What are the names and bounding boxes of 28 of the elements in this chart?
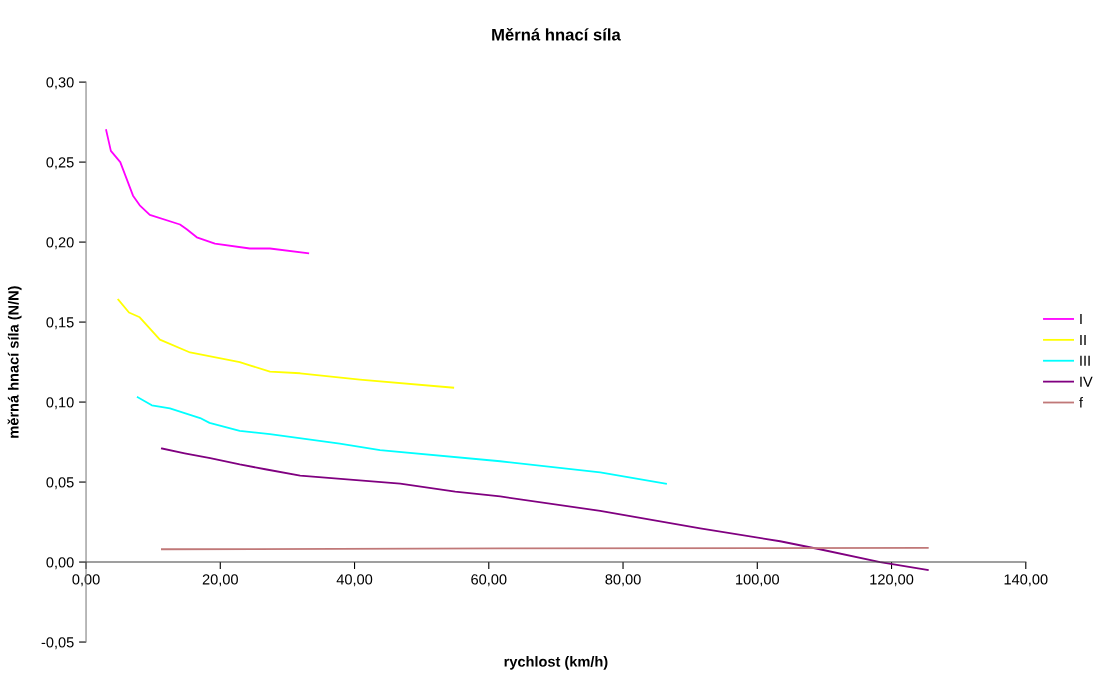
y-tick-label: 0,20 (46, 237, 74, 250)
y-tick-label: -0,05 (41, 637, 74, 650)
y-tick-label: 0,30 (46, 77, 74, 90)
line-series (117, 298, 455, 389)
x-tick-label: 100,00 (736, 574, 780, 587)
legend-label: f (1079, 397, 1084, 408)
legend-label: II (1080, 334, 1086, 345)
x-tick-label: 120,00 (870, 574, 914, 587)
y-tick-label: 0,05 (46, 477, 74, 490)
line-series (136, 396, 667, 485)
x-axis-title: rychlost (km/h) (504, 656, 608, 670)
legend-label: I (1080, 314, 1082, 325)
y-tick-label: 0,25 (46, 157, 74, 170)
x-tick-label: 80,00 (605, 574, 641, 587)
x-tick-label: 140,00 (1004, 574, 1048, 587)
legend-label: IV (1080, 376, 1093, 387)
y-axis-title: měrná hnací síla (N/N) (7, 286, 22, 438)
x-tick-label: 60,00 (471, 574, 507, 587)
line-series (160, 447, 929, 571)
y-tick-label: 0,00 (46, 557, 74, 570)
chart-title: Měrná hnací síla (492, 28, 621, 41)
y-tick-label: 0,10 (46, 397, 74, 410)
legend-label: III (1080, 355, 1090, 366)
x-tick-label: 0,00 (72, 574, 100, 587)
x-tick-label: 40,00 (336, 574, 373, 587)
line-series (105, 129, 310, 255)
y-tick-label: 0,15 (46, 317, 74, 330)
x-tick-label: 20,00 (202, 574, 238, 587)
